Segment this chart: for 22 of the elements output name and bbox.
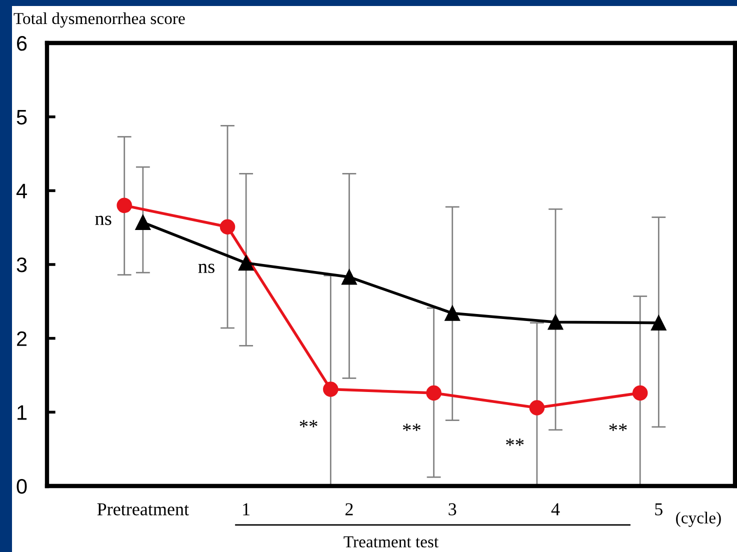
y-tick-label: 0 (16, 479, 27, 494)
x-tick-label: 1 (243, 503, 250, 516)
y-axis-title: Total dysmenorrhea score (14, 12, 185, 28)
annotation: ** (609, 424, 627, 431)
annotation: ** (300, 420, 318, 428)
y-tick-label: 4 (16, 184, 27, 198)
y-tick-label: 6 (17, 36, 27, 51)
text: (cycle) (676, 512, 721, 527)
y-tick-label: 5 (16, 110, 27, 125)
x-axis-title: Treatment test (344, 536, 439, 548)
y-tick-label: 3 (16, 258, 27, 272)
annotation: ns (198, 264, 214, 274)
x-tick-label: 4 (551, 503, 560, 516)
y-tick-label: 2 (17, 331, 27, 346)
y-tick-label: 1 (18, 405, 27, 420)
annotation: ** (402, 424, 420, 431)
x-tick-label: 2 (346, 503, 353, 516)
x-tick-label: 5 (655, 503, 662, 516)
x-tick-label: 3 (448, 503, 456, 516)
annotation: ** (506, 438, 524, 446)
x-tick-label: Pretreatment (97, 503, 189, 516)
annotation: ns (95, 216, 112, 226)
